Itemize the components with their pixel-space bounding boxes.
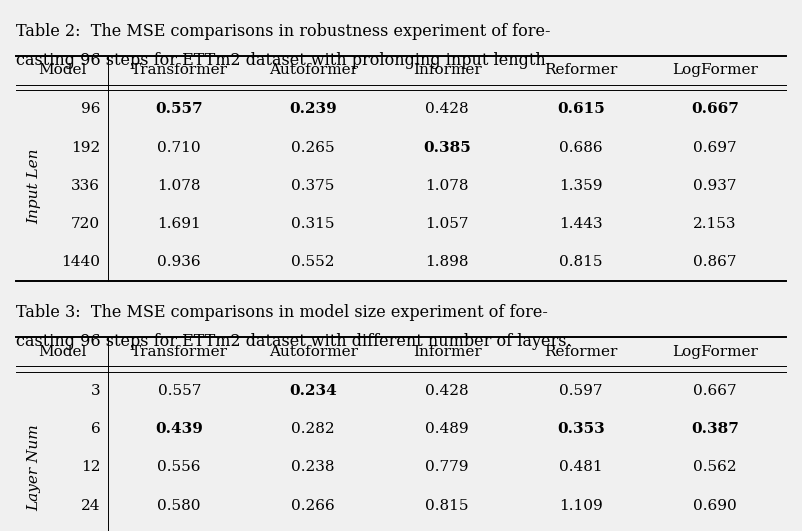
Text: 0.552: 0.552	[291, 255, 335, 269]
Text: 0.686: 0.686	[559, 141, 603, 155]
Text: Model: Model	[38, 345, 87, 359]
Text: 0.557: 0.557	[157, 384, 201, 398]
Text: Layer Num: Layer Num	[27, 424, 41, 511]
Text: 0.439: 0.439	[156, 422, 203, 436]
Text: 0.815: 0.815	[425, 499, 469, 512]
Text: Model: Model	[38, 63, 87, 78]
Text: LogFormer: LogFormer	[672, 345, 758, 359]
Text: 0.489: 0.489	[425, 422, 469, 436]
Text: 0.667: 0.667	[691, 102, 739, 116]
Text: 0.315: 0.315	[291, 217, 335, 231]
Text: 0.667: 0.667	[693, 384, 737, 398]
Text: 96: 96	[81, 102, 100, 116]
Text: 24: 24	[81, 499, 100, 512]
Text: 0.266: 0.266	[291, 499, 335, 512]
Text: 1.109: 1.109	[559, 499, 603, 512]
Text: 0.387: 0.387	[691, 422, 739, 436]
Text: 720: 720	[71, 217, 100, 231]
Text: Table 3:  The MSE comparisons in model size experiment of fore-: Table 3: The MSE comparisons in model si…	[16, 304, 548, 321]
Text: 0.562: 0.562	[693, 460, 737, 474]
Text: 0.481: 0.481	[559, 460, 603, 474]
Text: 1.443: 1.443	[559, 217, 603, 231]
Text: Reformer: Reformer	[545, 63, 618, 78]
Text: Input Len: Input Len	[27, 148, 41, 224]
Text: 3: 3	[91, 384, 100, 398]
Text: 6: 6	[91, 422, 100, 436]
Text: 0.375: 0.375	[291, 179, 335, 193]
Text: 0.867: 0.867	[693, 255, 737, 269]
Text: 0.815: 0.815	[559, 255, 603, 269]
Text: 0.353: 0.353	[557, 422, 605, 436]
Text: 0.937: 0.937	[693, 179, 737, 193]
Text: casting 96 steps for ETTm2 dataset with different number of layers.: casting 96 steps for ETTm2 dataset with …	[16, 333, 572, 350]
Text: 0.557: 0.557	[156, 102, 203, 116]
Text: 0.385: 0.385	[423, 141, 471, 155]
Text: 12: 12	[81, 460, 100, 474]
Text: 1.691: 1.691	[157, 217, 201, 231]
Text: casting 96 steps for ETTm2 dataset with prolonging input length.: casting 96 steps for ETTm2 dataset with …	[16, 52, 551, 69]
Text: 1.359: 1.359	[559, 179, 603, 193]
Text: 1.078: 1.078	[425, 179, 469, 193]
Text: LogFormer: LogFormer	[672, 63, 758, 78]
Text: 1.078: 1.078	[157, 179, 201, 193]
Text: Informer: Informer	[413, 345, 481, 359]
Text: 0.428: 0.428	[425, 102, 469, 116]
Text: 0.690: 0.690	[693, 499, 737, 512]
Text: 0.428: 0.428	[425, 384, 469, 398]
Text: 192: 192	[71, 141, 100, 155]
Text: 0.265: 0.265	[291, 141, 335, 155]
Text: Transformer: Transformer	[131, 345, 228, 359]
Text: 0.556: 0.556	[157, 460, 201, 474]
Text: 0.234: 0.234	[290, 384, 337, 398]
Text: 1.057: 1.057	[425, 217, 469, 231]
Text: Transformer: Transformer	[131, 63, 228, 78]
Text: 0.710: 0.710	[157, 141, 201, 155]
Text: 0.239: 0.239	[290, 102, 337, 116]
Text: 0.779: 0.779	[425, 460, 469, 474]
Text: Informer: Informer	[413, 63, 481, 78]
Text: 0.597: 0.597	[559, 384, 603, 398]
Text: 0.697: 0.697	[693, 141, 737, 155]
Text: 2.153: 2.153	[693, 217, 737, 231]
Text: Autoformer: Autoformer	[269, 63, 358, 78]
Text: 1440: 1440	[61, 255, 100, 269]
Text: 0.615: 0.615	[557, 102, 605, 116]
Text: 0.580: 0.580	[157, 499, 201, 512]
Text: Table 2:  The MSE comparisons in robustness experiment of fore-: Table 2: The MSE comparisons in robustne…	[16, 23, 550, 40]
Text: 0.238: 0.238	[291, 460, 335, 474]
Text: 0.282: 0.282	[291, 422, 335, 436]
Text: 0.936: 0.936	[157, 255, 201, 269]
Text: Autoformer: Autoformer	[269, 345, 358, 359]
Text: 1.898: 1.898	[425, 255, 469, 269]
Text: 336: 336	[71, 179, 100, 193]
Text: Reformer: Reformer	[545, 345, 618, 359]
